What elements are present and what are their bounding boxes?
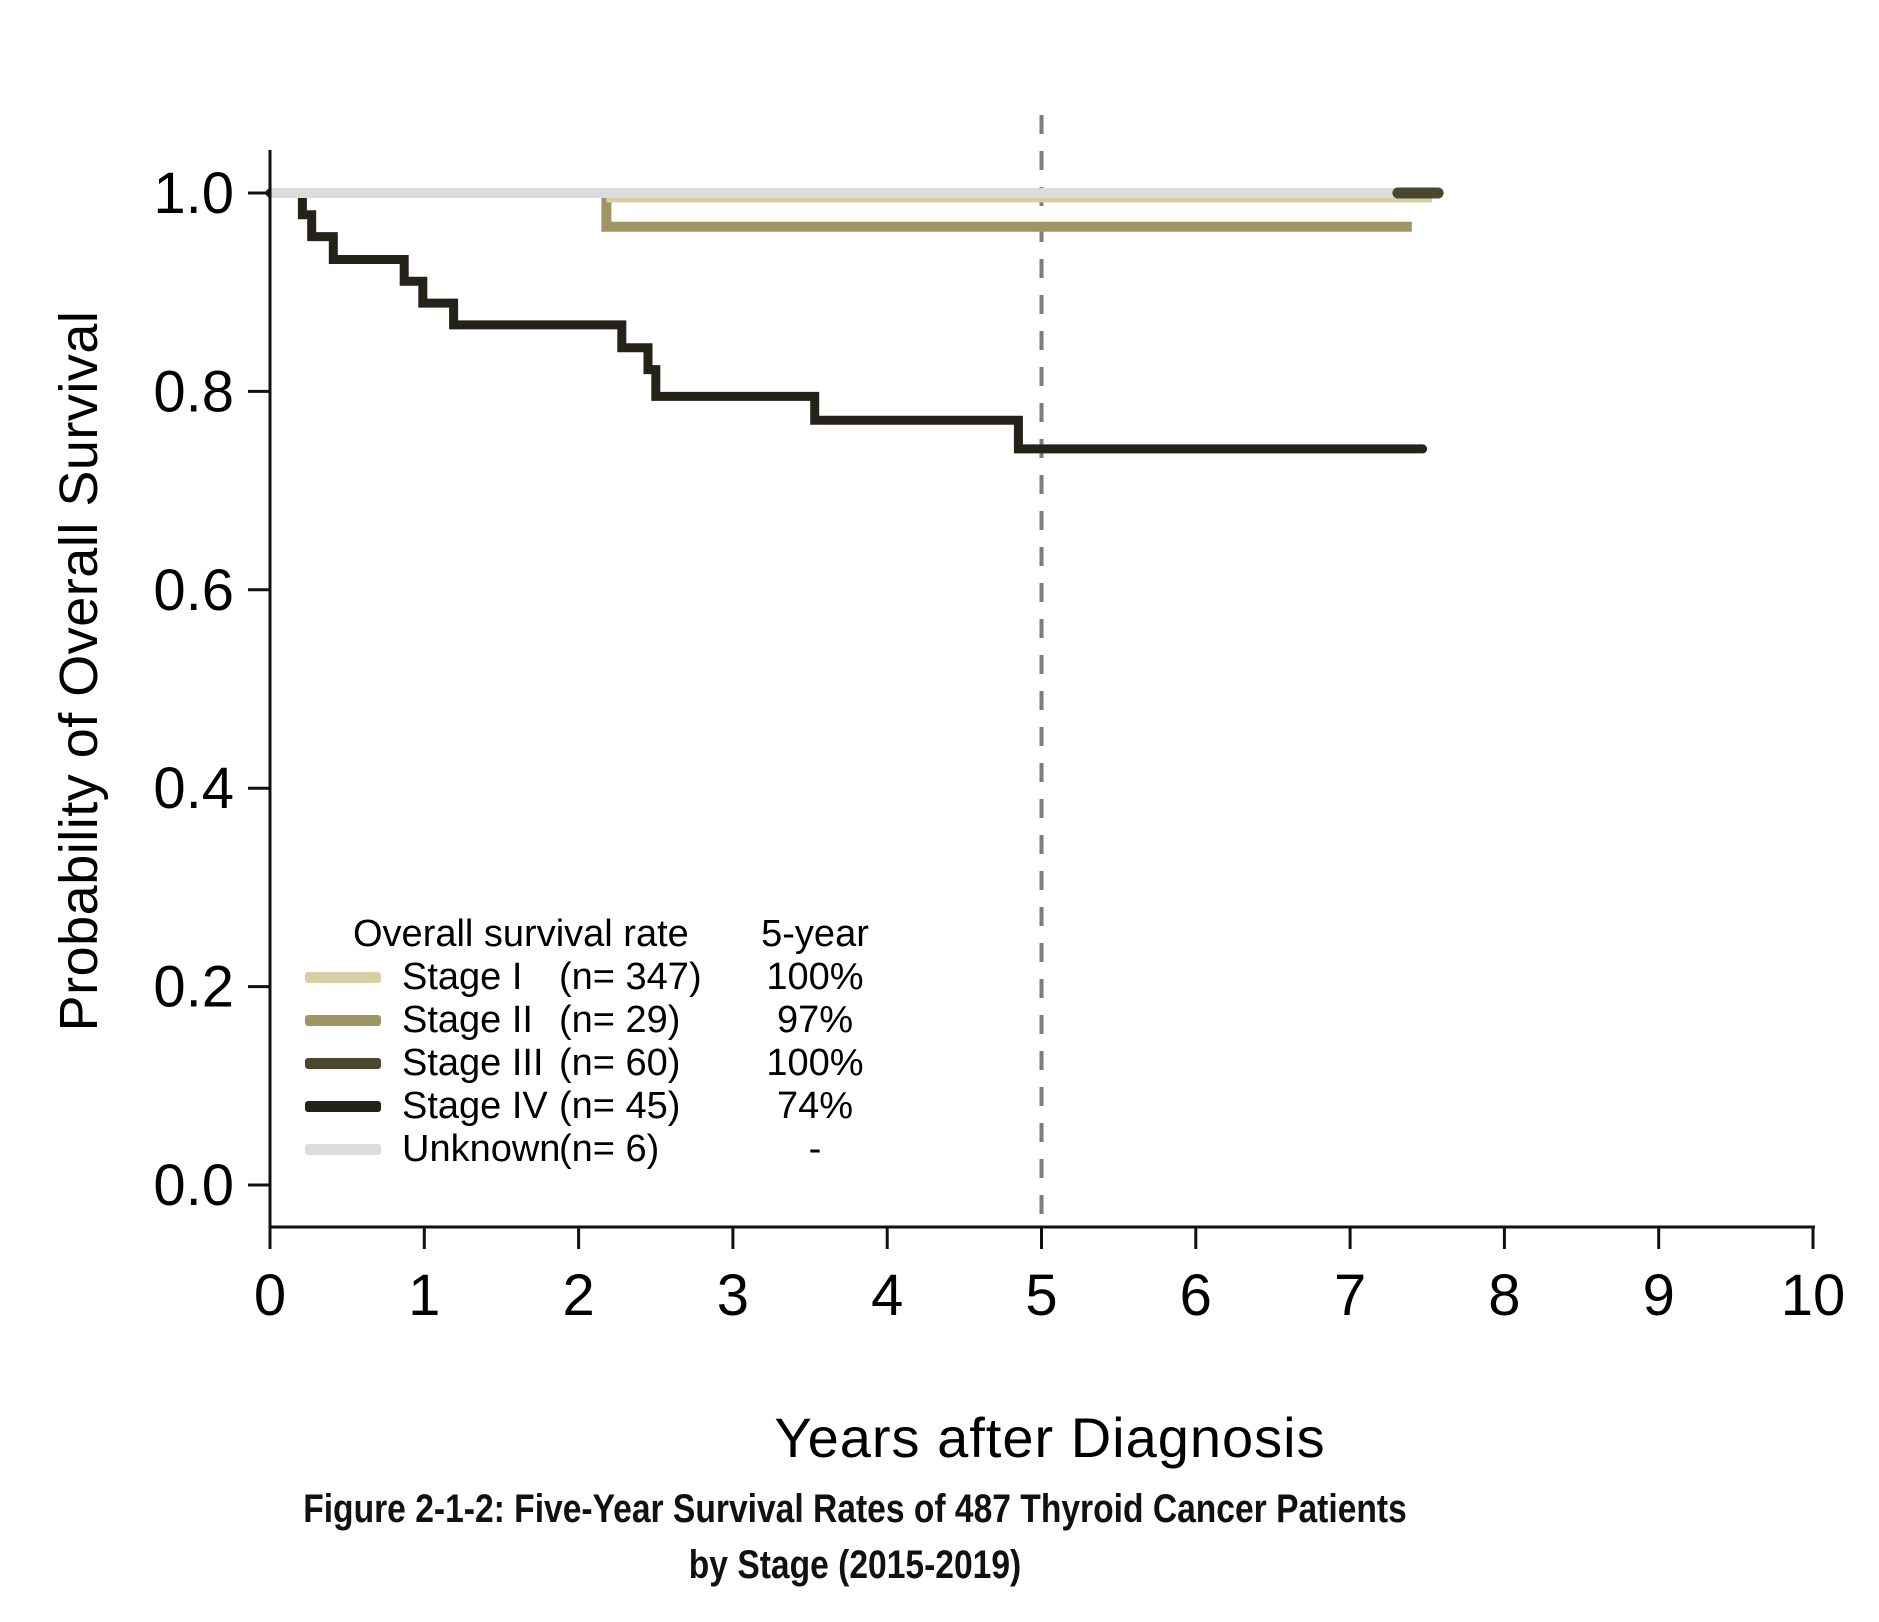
- y-tick-label-1.0: 1.0: [153, 161, 234, 226]
- x-tick-label-9: 9: [1643, 1263, 1675, 1328]
- legend-label: Stage II: [402, 999, 533, 1041]
- legend-label: Stage IV: [402, 1085, 548, 1127]
- legend-label: Stage I: [402, 956, 523, 998]
- x-axis-title: Years after Diagnosis: [774, 1406, 1326, 1469]
- x-tick-label-5: 5: [1025, 1263, 1057, 1328]
- x-tick-label-8: 8: [1488, 1263, 1520, 1328]
- legend-row-stage-3: Stage III (n= 60) 100%: [305, 1042, 955, 1085]
- y-tick-label-0.6: 0.6: [153, 558, 234, 623]
- legend-header: Overall survival rate 5-year: [305, 912, 955, 956]
- x-tick-label-10: 10: [1781, 1263, 1846, 1328]
- y-tick-label-0.2: 0.2: [153, 955, 234, 1020]
- legend: Overall survival rate 5-year Stage I (n=…: [305, 912, 955, 1171]
- figure-caption-line1: Figure 2-1-2: Five-Year Survival Rates o…: [303, 1487, 1407, 1531]
- figure-caption-line2: by Stage (2015-2019): [688, 1543, 1022, 1587]
- y-tick-label-0.0: 0.0: [153, 1153, 234, 1218]
- legend-row-stage-2: Stage II (n= 29) 97%: [305, 999, 955, 1042]
- legend-header-value: 5-year: [761, 913, 869, 955]
- x-tick-label-2: 2: [562, 1263, 594, 1328]
- legend-row-stage-4: Stage IV (n= 45) 74%: [305, 1085, 955, 1128]
- series-line-stage-iv: [265, 188, 1428, 454]
- y-tick-label-0.8: 0.8: [153, 359, 234, 424]
- x-tick-label-3: 3: [717, 1263, 749, 1328]
- x-tick-label-7: 7: [1334, 1263, 1366, 1328]
- legend-rate-value: 97%: [776, 999, 854, 1041]
- legend-rate-value: 100%: [766, 1042, 864, 1084]
- stage-3-line-swatch: [305, 1058, 381, 1069]
- legend-n-count: (n= 347): [559, 956, 702, 998]
- legend-row-unknown: Unknown (n= 6) -: [305, 1128, 955, 1171]
- legend-n-count: (n= 29): [559, 999, 681, 1041]
- legend-label: Unknown: [402, 1128, 561, 1170]
- y-tick-label-0.4: 0.4: [153, 756, 234, 821]
- series-line-stage-ii: [601, 193, 1412, 232]
- stage-1-line-swatch: [305, 972, 381, 983]
- legend-row-stage-1: Stage I (n= 347) 100%: [305, 956, 955, 999]
- legend-label: Stage III: [402, 1042, 544, 1084]
- x-tick-label-0: 0: [254, 1263, 286, 1328]
- figure-caption: Figure 2-1-2: Five-Year Survival Rates o…: [137, 1481, 1573, 1593]
- legend-header-label: Overall survival rate: [353, 913, 689, 955]
- unknown-line-swatch: [305, 1144, 381, 1155]
- legend-rate-value: 100%: [766, 956, 864, 998]
- x-tick-label-6: 6: [1180, 1263, 1212, 1328]
- x-tick-label-1: 1: [408, 1263, 440, 1328]
- legend-rate-value: 74%: [776, 1085, 854, 1127]
- stage-2-line-swatch: [305, 1015, 381, 1026]
- x-tick-label-4: 4: [871, 1263, 903, 1328]
- stage-4-line-swatch: [305, 1101, 381, 1112]
- y-axis-title: Probability of Overall Survival: [49, 310, 109, 1032]
- legend-n-count: (n= 60): [559, 1042, 681, 1084]
- legend-n-count: (n= 45): [559, 1085, 681, 1127]
- legend-n-count: (n= 6): [559, 1128, 660, 1170]
- legend-rate-value: -: [808, 1128, 822, 1170]
